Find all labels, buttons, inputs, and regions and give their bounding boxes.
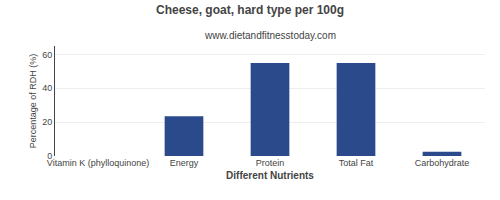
- svg-text:Vitamin K (phylloquinone): Vitamin K (phylloquinone): [47, 158, 149, 168]
- svg-text:60: 60: [42, 50, 52, 60]
- svg-text:Cheese, goat, hard type per 10: Cheese, goat, hard type per 100g: [156, 3, 344, 17]
- svg-text:Carbohydrate: Carbohydrate: [415, 158, 470, 168]
- svg-text:Percentage of RDH (%): Percentage of RDH (%): [28, 54, 38, 149]
- svg-text:0: 0: [47, 151, 52, 161]
- svg-text:Protein: Protein: [256, 158, 285, 168]
- svg-text:Total Fat: Total Fat: [339, 158, 374, 168]
- svg-text:www.dietandfitnesstoday.com: www.dietandfitnesstoday.com: [204, 30, 336, 41]
- svg-text:Different Nutrients: Different Nutrients: [226, 170, 314, 181]
- svg-text:Energy: Energy: [170, 158, 199, 168]
- svg-text:20: 20: [42, 117, 52, 127]
- svg-text:40: 40: [42, 83, 52, 93]
